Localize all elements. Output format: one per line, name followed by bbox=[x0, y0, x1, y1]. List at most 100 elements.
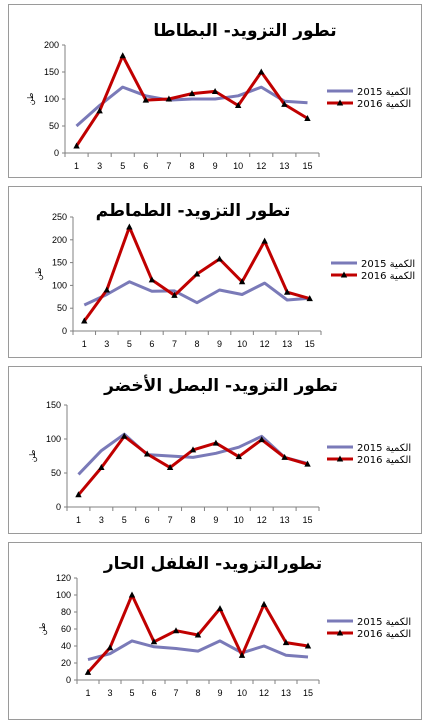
legend-label-2: الكمية 2016 bbox=[357, 455, 411, 466]
x-tick-label: 15 bbox=[302, 161, 312, 171]
series-line-2 bbox=[75, 54, 309, 147]
series-point-marker bbox=[84, 668, 92, 675]
y-tick-label: 150 bbox=[44, 67, 59, 77]
x-tick-label: 10 bbox=[234, 515, 244, 525]
legend-label-1: الكمية 2015 bbox=[357, 617, 411, 628]
chart-panel-tomato: تطور التزويد- الطماطم 0 50 100 150 200 250 طن 1 3… bbox=[8, 186, 422, 358]
series-point-marker bbox=[216, 255, 223, 262]
chart-panel-potato: تطور التزويد- البطاطا 0 50 100 150 200 طن 1 3 5 6 7… bbox=[8, 4, 422, 178]
y-tick-label: 40 bbox=[61, 641, 71, 651]
y-tick-label: 100 bbox=[52, 280, 67, 290]
x-tick-label: 1 bbox=[74, 161, 79, 171]
chart-title: تطورالتزويد- الفلفل الحار bbox=[103, 554, 322, 574]
y-tick-label: 100 bbox=[56, 590, 71, 600]
series-point-marker bbox=[188, 90, 196, 97]
x-tick-label: 1 bbox=[76, 515, 81, 525]
series-point-marker bbox=[81, 317, 88, 324]
series-point-marker bbox=[126, 223, 133, 230]
y-tick-label: 0 bbox=[62, 326, 67, 336]
x-tick-label: 3 bbox=[107, 688, 112, 698]
y-axis-label: طن bbox=[38, 623, 47, 635]
x-tick-label: 7 bbox=[168, 515, 173, 525]
series-point-marker bbox=[193, 270, 201, 277]
series-point-marker bbox=[261, 237, 268, 244]
series-point-marker bbox=[281, 453, 288, 460]
series-line-1 bbox=[87, 639, 309, 662]
x-tick-label: 12 bbox=[260, 339, 270, 349]
series-point-marker bbox=[98, 464, 105, 471]
series-point-marker bbox=[211, 87, 219, 94]
chart-panel-hot-pepper: تطورالتزويد- الفلفل الحار 0 20 40 60 80 100 120… bbox=[8, 542, 422, 720]
series-point-marker bbox=[238, 278, 246, 285]
series-point-marker bbox=[238, 651, 246, 658]
series-point-marker bbox=[171, 291, 178, 298]
x-tick-label: 5 bbox=[122, 515, 127, 525]
series-point-marker bbox=[304, 460, 311, 467]
x-tick-label: 13 bbox=[281, 688, 291, 698]
chart-title: تطور التزويد- الطماطم bbox=[96, 201, 291, 221]
x-tick-label: 3 bbox=[99, 515, 104, 525]
x-tick-label: 3 bbox=[104, 339, 109, 349]
series-point-marker bbox=[304, 114, 311, 121]
series-point-marker bbox=[119, 52, 126, 59]
x-tick-label: 10 bbox=[237, 339, 247, 349]
legend-label-2: الكمية 2016 bbox=[361, 271, 415, 282]
series-point-marker bbox=[260, 600, 268, 607]
x-tick-label: 5 bbox=[129, 688, 134, 698]
series-point-marker bbox=[235, 453, 243, 460]
series-point-marker bbox=[281, 100, 288, 107]
legend-marker bbox=[336, 629, 344, 636]
series-point-marker bbox=[165, 95, 173, 102]
series-point-marker bbox=[106, 644, 114, 651]
x-tick-label: 8 bbox=[190, 515, 195, 525]
series-point-marker bbox=[121, 432, 128, 439]
x-tick-label: 6 bbox=[143, 161, 148, 171]
series-point-marker bbox=[234, 101, 242, 108]
series-line-1 bbox=[83, 280, 310, 307]
x-tick-label: 9 bbox=[213, 515, 218, 525]
series-point-marker bbox=[216, 605, 224, 612]
chart-title: تطور التزويد- البطاطا bbox=[153, 21, 336, 41]
legend-label-2: الكمية 2016 bbox=[357, 99, 411, 110]
legend-marker bbox=[340, 271, 348, 278]
legend-marker bbox=[336, 99, 344, 106]
series-point-marker bbox=[75, 491, 82, 498]
x-tick-label: 8 bbox=[189, 161, 194, 171]
y-axis-label: طن bbox=[26, 93, 35, 105]
series-point-marker bbox=[172, 627, 180, 634]
legend-label-1: الكمية 2015 bbox=[357, 87, 411, 98]
y-tick-label: 200 bbox=[52, 235, 67, 245]
x-tick-label: 9 bbox=[217, 339, 222, 349]
legend-label-2: الكمية 2016 bbox=[357, 629, 411, 640]
series-point-marker bbox=[143, 450, 151, 457]
series-line-1 bbox=[75, 85, 308, 128]
x-tick-label: 5 bbox=[127, 339, 132, 349]
series-point-marker bbox=[148, 276, 156, 283]
x-tick-label: 6 bbox=[151, 688, 156, 698]
x-tick-label: 15 bbox=[303, 688, 313, 698]
y-tick-label: 80 bbox=[61, 607, 71, 617]
x-tick-label: 5 bbox=[120, 161, 125, 171]
x-tick-label: 8 bbox=[194, 339, 199, 349]
y-tick-label: 50 bbox=[51, 468, 61, 478]
y-tick-label: 0 bbox=[56, 502, 61, 512]
chart-title: تطور التزويد- البصل الأخضر bbox=[103, 375, 338, 396]
x-tick-label: 10 bbox=[233, 161, 243, 171]
series-point-marker bbox=[166, 464, 174, 471]
y-tick-label: 100 bbox=[46, 434, 61, 444]
y-tick-label: 150 bbox=[52, 258, 67, 268]
x-tick-label: 3 bbox=[97, 161, 102, 171]
series-point-marker bbox=[73, 142, 80, 149]
x-tick-label: 7 bbox=[166, 161, 171, 171]
legend-label-1: الكمية 2015 bbox=[357, 443, 411, 454]
chart-hot-pepper: تطورالتزويد- الفلفل الحار 0 20 40 60 80 100 120… bbox=[38, 554, 411, 698]
y-tick-label: 250 bbox=[52, 212, 67, 222]
x-tick-label: 6 bbox=[145, 515, 150, 525]
x-tick-label: 12 bbox=[259, 688, 269, 698]
series-point-marker bbox=[212, 439, 220, 446]
series-point-marker bbox=[304, 642, 312, 649]
series-point-marker bbox=[306, 295, 313, 302]
